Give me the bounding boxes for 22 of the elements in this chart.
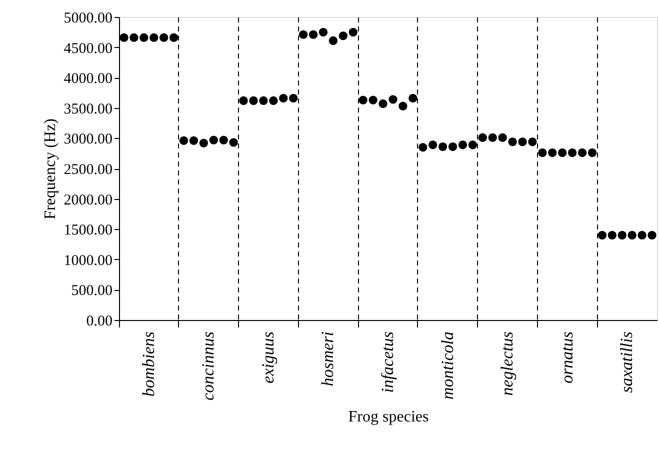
- x-tick-label: monticola: [438, 332, 457, 400]
- y-tick-label: 1000.00: [64, 252, 112, 269]
- y-tick-label: 4500.00: [64, 40, 112, 57]
- y-tick-label: 500.00: [71, 283, 112, 300]
- x-tick-label: exiguus: [258, 331, 278, 384]
- x-tick-label: concinnus: [198, 331, 218, 400]
- y-tick-label: 5000.00: [64, 10, 112, 26]
- x-tick-label: bombiens: [138, 331, 158, 397]
- y-tick-label: 0.00: [86, 314, 112, 330]
- x-tick-label: neglectus: [498, 331, 517, 396]
- x-tick-label: ornatus: [557, 331, 576, 384]
- y-tick-label: 4000.00: [64, 71, 112, 88]
- x-tick-label: saxatillis: [617, 331, 636, 393]
- y-tick-label: 1500.00: [64, 222, 112, 239]
- y-tick-label: 3500.00: [64, 101, 112, 118]
- x-axis-title: Frog species: [348, 408, 429, 426]
- x-tick-label: hosmeri: [318, 331, 338, 386]
- x-tick-label: infacetus: [378, 331, 397, 393]
- y-tick-label: 2500.00: [64, 162, 112, 178]
- y-tick-label: 3000.00: [64, 132, 112, 148]
- y-axis-title: Frequency (Hz): [42, 118, 59, 220]
- y-tick-label: 2000.00: [64, 192, 112, 208]
